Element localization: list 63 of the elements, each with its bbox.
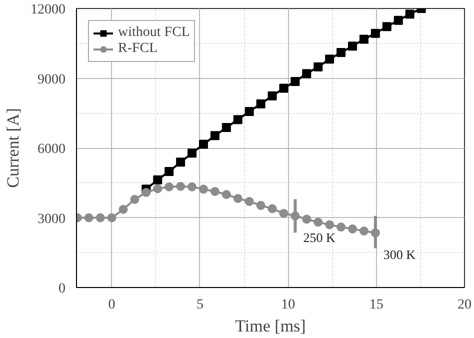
point bbox=[107, 213, 116, 222]
point bbox=[279, 208, 288, 218]
point bbox=[130, 194, 140, 204]
point bbox=[256, 99, 266, 108]
y-axis-title: Current [A] bbox=[4, 108, 22, 188]
point bbox=[176, 182, 186, 191]
point bbox=[302, 69, 312, 78]
point bbox=[244, 196, 254, 206]
point bbox=[279, 84, 288, 93]
point bbox=[233, 115, 242, 124]
x-axis-title: Time [ms] bbox=[235, 316, 306, 336]
legend-label: R-FCL bbox=[118, 41, 158, 57]
y-tick-label: 6000 bbox=[38, 142, 66, 157]
x-tick-label: 0 bbox=[108, 298, 116, 312]
point bbox=[348, 42, 358, 51]
point bbox=[382, 22, 392, 32]
y-tick-label: 12000 bbox=[30, 2, 66, 18]
point bbox=[359, 34, 368, 44]
point bbox=[314, 62, 323, 72]
point bbox=[359, 226, 368, 236]
point bbox=[153, 175, 162, 184]
point bbox=[188, 148, 197, 158]
point bbox=[268, 204, 277, 214]
point bbox=[233, 194, 242, 203]
point bbox=[198, 140, 208, 149]
point bbox=[222, 123, 231, 132]
point bbox=[84, 213, 94, 222]
point bbox=[188, 182, 197, 192]
y-tick-label: 3000 bbox=[38, 212, 66, 227]
x-tick-label: 15 bbox=[369, 298, 384, 312]
point bbox=[256, 200, 266, 210]
x-tick-label: 10 bbox=[281, 298, 296, 312]
point bbox=[153, 184, 162, 194]
point bbox=[222, 190, 231, 199]
point bbox=[314, 218, 323, 227]
point bbox=[290, 77, 300, 86]
legend-label: without FCL bbox=[118, 25, 190, 41]
point bbox=[336, 222, 346, 232]
x-tick-label: 20 bbox=[458, 298, 472, 312]
point bbox=[96, 213, 105, 222]
y-tick-label: 0 bbox=[58, 282, 66, 296]
point bbox=[405, 10, 414, 19]
y-tick-label: 9000 bbox=[38, 72, 66, 88]
point bbox=[348, 224, 358, 234]
point bbox=[370, 28, 380, 38]
point bbox=[336, 48, 346, 57]
point bbox=[210, 131, 220, 140]
point bbox=[325, 54, 334, 64]
point bbox=[176, 158, 186, 167]
point bbox=[268, 91, 277, 100]
point bbox=[210, 186, 220, 196]
point bbox=[198, 184, 208, 194]
point bbox=[118, 204, 128, 214]
annotation: 250 K bbox=[303, 230, 336, 245]
point bbox=[325, 220, 334, 230]
annotation: 300 K bbox=[383, 246, 416, 262]
point bbox=[164, 166, 174, 176]
point bbox=[142, 188, 151, 197]
point bbox=[244, 106, 254, 116]
point bbox=[302, 214, 312, 224]
point bbox=[394, 16, 403, 25]
x-tick-label: 5 bbox=[196, 298, 204, 312]
point bbox=[164, 182, 174, 192]
